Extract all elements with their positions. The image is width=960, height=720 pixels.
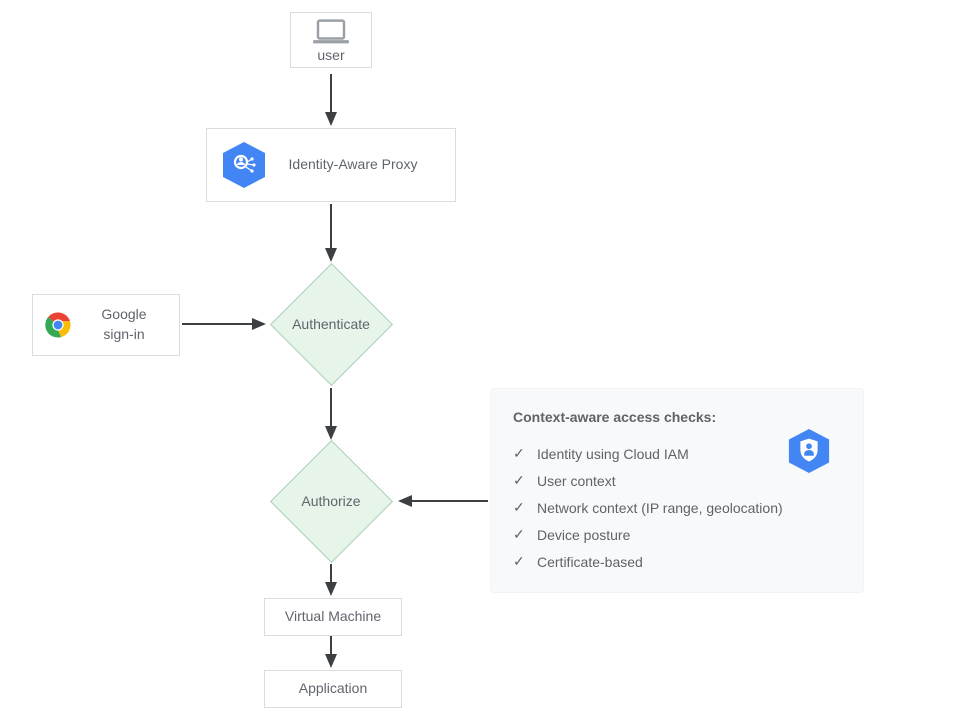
google-signin-label: Google sign-in <box>79 305 169 344</box>
vm-node: Virtual Machine <box>264 598 402 636</box>
authorize-node: Authorize <box>271 441 391 561</box>
context-box: Context-aware access checks: ✓Identity u… <box>490 388 864 593</box>
application-label: Application <box>299 679 368 699</box>
iap-label: Identity-Aware Proxy <box>283 155 423 175</box>
laptop-icon <box>311 19 351 45</box>
user-node: user <box>290 12 372 68</box>
authenticate-label: Authenticate <box>292 316 370 332</box>
context-item: ✓Device posture <box>513 526 845 543</box>
chrome-icon <box>43 310 73 340</box>
connectors <box>0 0 960 720</box>
iap-icon <box>221 140 267 190</box>
context-item: ✓Certificate-based <box>513 553 845 570</box>
vm-label: Virtual Machine <box>285 607 381 627</box>
google-signin-node: Google sign-in <box>32 294 180 356</box>
authenticate-node: Authenticate <box>271 264 391 384</box>
iap-node: Identity-Aware Proxy <box>206 128 456 202</box>
authorize-label: Authorize <box>301 493 360 509</box>
user-label: user <box>317 47 344 63</box>
context-item: ✓Network context (IP range, geolocation) <box>513 499 845 516</box>
context-title: Context-aware access checks: <box>513 409 845 425</box>
shield-icon <box>787 427 831 475</box>
application-node: Application <box>264 670 402 708</box>
